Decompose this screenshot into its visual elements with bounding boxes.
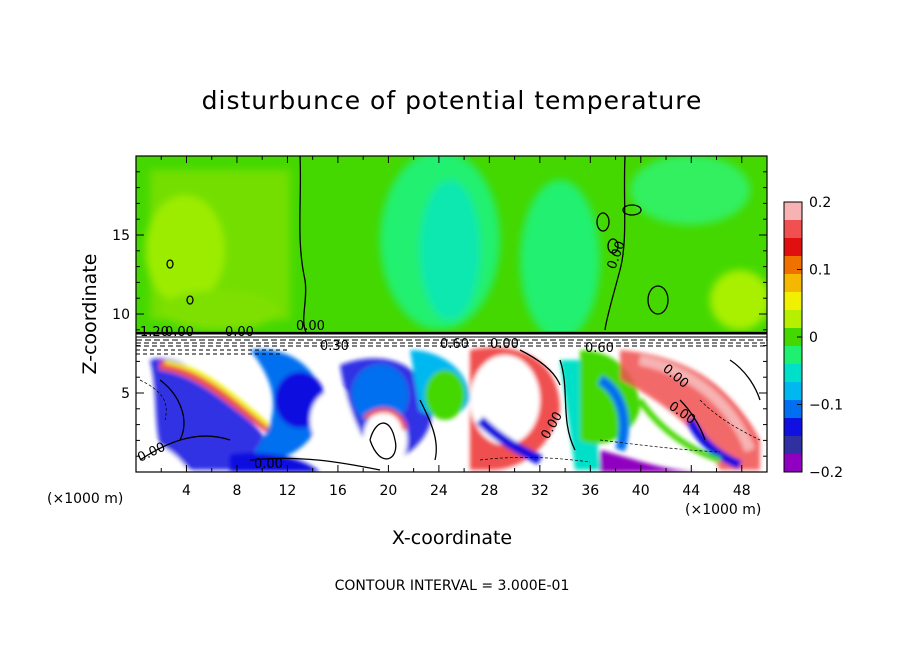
colorbar-swatch xyxy=(784,400,802,419)
contour-label: 0.60 xyxy=(440,337,469,352)
colorbar-swatch xyxy=(784,292,802,311)
x-tick-label: 40 xyxy=(632,483,650,499)
x-tick-label: 24 xyxy=(430,483,448,499)
colorbar-swatch xyxy=(784,256,802,275)
colorbar: 0.2 0.1 0 −0.1 −0.2 xyxy=(783,195,843,481)
contour-label: 0.00 xyxy=(165,325,194,340)
x-tick-label: 36 xyxy=(581,483,599,499)
x-tick-label: 8 xyxy=(232,483,241,499)
colorbar-tick-label: 0.1 xyxy=(809,263,831,279)
colorbar-swatch xyxy=(784,274,802,293)
x-tick-label: 4 xyxy=(182,483,191,499)
x-tick-label: 44 xyxy=(682,483,700,499)
x-tick-label: 16 xyxy=(329,483,347,499)
colorbar-swatch xyxy=(784,382,802,401)
colorbar-swatch xyxy=(784,238,802,257)
y-tick-label: 10 xyxy=(112,307,130,323)
y-tick-label: 5 xyxy=(121,386,130,402)
colorbar-swatch xyxy=(784,418,802,437)
contour-interval-text: CONTOUR INTERVAL = 3.000E-01 xyxy=(334,578,570,594)
contour-label: 0.00 xyxy=(225,325,254,340)
x-tick-label: 28 xyxy=(480,483,498,499)
colorbar-swatch xyxy=(784,454,802,473)
x-axis: 4 8 12 16 20 24 28 32 36 40 44 48 xyxy=(160,156,751,499)
contour-label: 0.30 xyxy=(320,339,349,354)
colorbar-swatch xyxy=(784,220,802,239)
x-unit-label: (×1000 m) xyxy=(685,502,762,518)
y-axis: 5 10 15 xyxy=(112,171,767,457)
chart-title: disturbunce of potential temperature xyxy=(201,86,703,115)
contour-label: 0.00 xyxy=(490,337,519,352)
x-tick-label: 32 xyxy=(531,483,549,499)
contour-label: 0.00 xyxy=(296,319,325,334)
y-tick-label: 15 xyxy=(112,228,130,244)
colorbar-swatch xyxy=(784,346,802,365)
colorbar-tick-label: 0.2 xyxy=(809,195,831,211)
colorbar-swatch xyxy=(784,202,802,221)
x-tick-label: 48 xyxy=(733,483,751,499)
x-tick-label: 12 xyxy=(279,483,297,499)
colorbar-swatch xyxy=(784,310,802,329)
colorbar-swatch xyxy=(784,436,802,455)
z-unit-label: (×1000 m) xyxy=(47,491,124,507)
x-axis-label: X-coordinate xyxy=(391,527,513,549)
contour-label: 0.00 xyxy=(254,457,283,472)
colorbar-tick-label: 0 xyxy=(809,330,818,346)
x-tick-label: 20 xyxy=(379,483,397,499)
colorbar-tick-label: −0.1 xyxy=(809,398,843,414)
colorbar-tick-label: −0.2 xyxy=(809,465,843,481)
contour-label: 0.60 xyxy=(585,341,614,356)
colorbar-swatch xyxy=(784,328,802,347)
heatmap-field xyxy=(136,156,767,472)
colorbar-swatch xyxy=(784,364,802,383)
contour-label: 1.20 xyxy=(140,325,169,340)
